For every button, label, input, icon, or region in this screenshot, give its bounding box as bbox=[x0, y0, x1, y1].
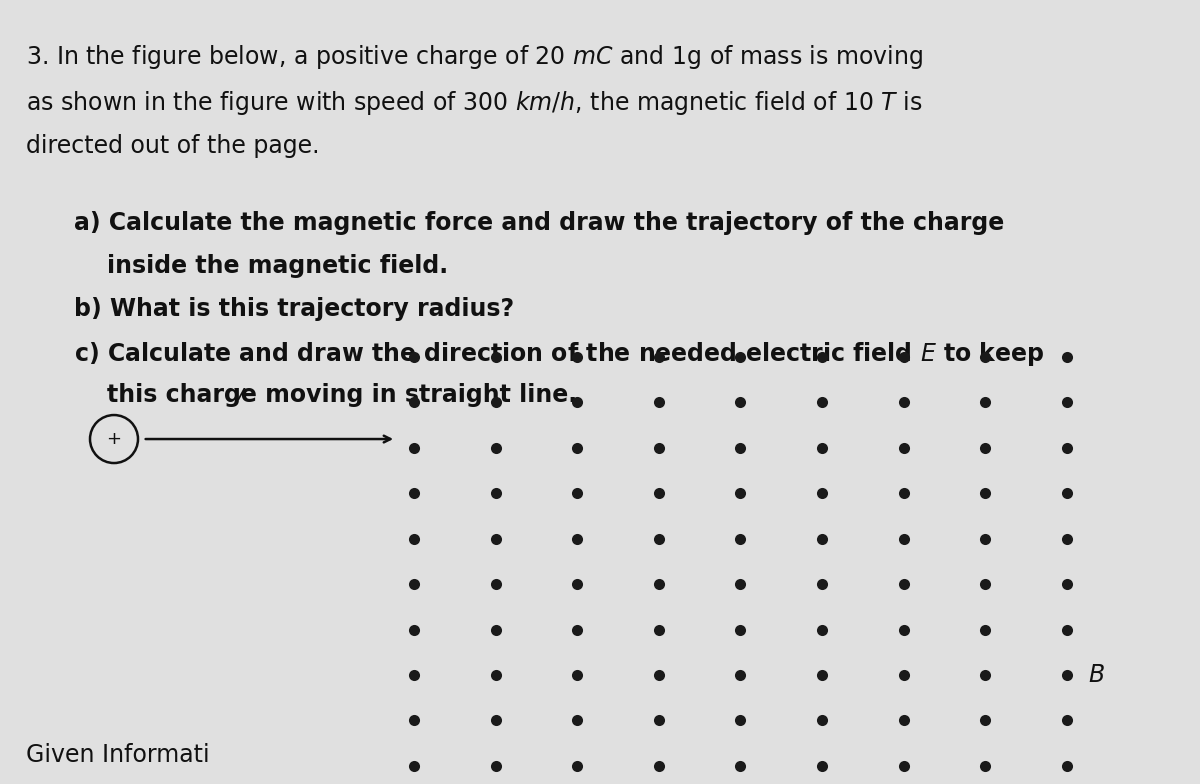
Text: Given Informati: Given Informati bbox=[26, 742, 210, 767]
Text: +: + bbox=[107, 430, 121, 448]
Text: this charge moving in straight line.: this charge moving in straight line. bbox=[74, 383, 577, 408]
Text: $v$: $v$ bbox=[232, 383, 247, 404]
Text: inside the magnetic field.: inside the magnetic field. bbox=[74, 254, 449, 278]
Text: a) Calculate the magnetic force and draw the trajectory of the charge: a) Calculate the magnetic force and draw… bbox=[74, 211, 1004, 235]
Text: b) What is this trajectory radius?: b) What is this trajectory radius? bbox=[74, 297, 515, 321]
Text: 3. In the figure below, a positive charge of 20 $mC$ and 1g of mass is moving: 3. In the figure below, a positive charg… bbox=[26, 43, 924, 71]
Text: directed out of the page.: directed out of the page. bbox=[26, 134, 320, 158]
Text: $B$: $B$ bbox=[1088, 663, 1105, 687]
Text: as shown in the figure with speed of 300 $km/h$, the magnetic field of 10 $T$ is: as shown in the figure with speed of 300… bbox=[26, 89, 923, 117]
Text: c) Calculate and draw the direction of the needed electric field $E$ to keep: c) Calculate and draw the direction of t… bbox=[74, 340, 1045, 368]
